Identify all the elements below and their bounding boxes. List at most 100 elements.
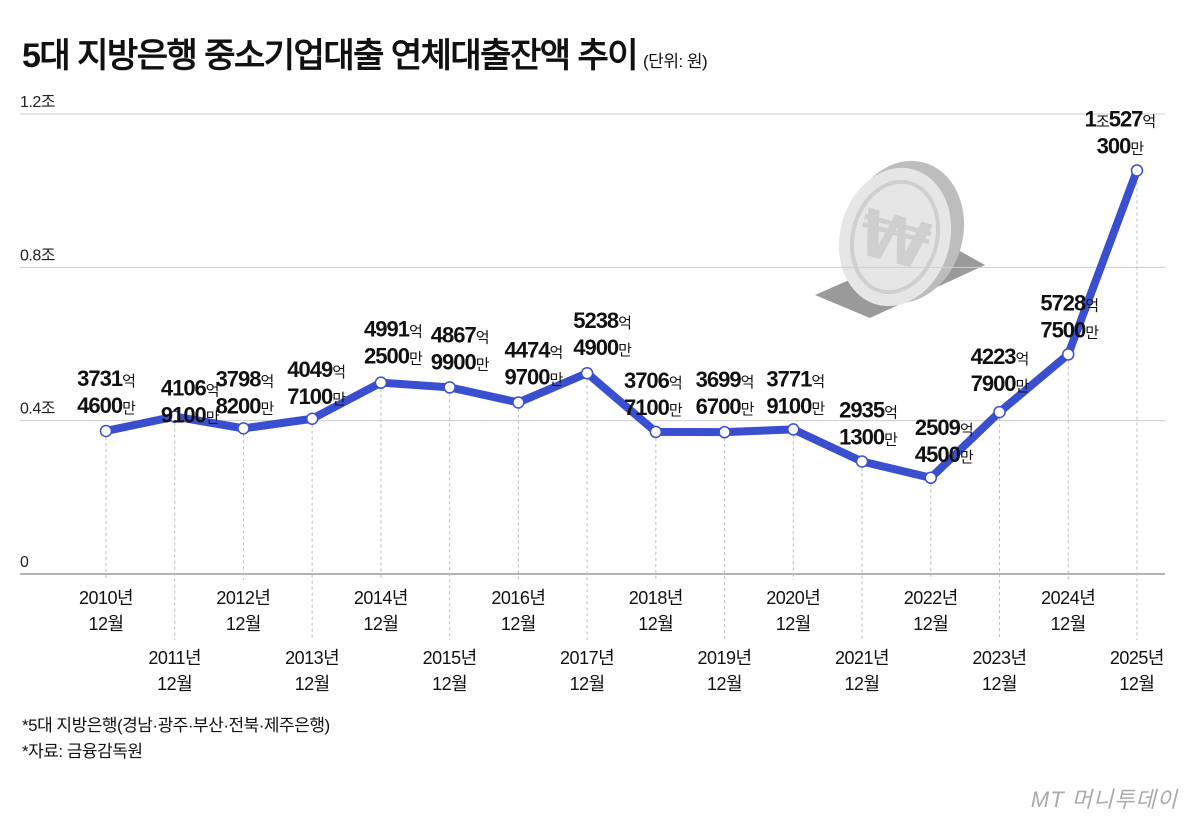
x-tick-label: 2025년	[1110, 648, 1164, 668]
data-point	[1130, 164, 1144, 177]
chart-title: 5대 지방은행 중소기업대출 연체대출잔액 추이 (단위: 원)	[22, 28, 708, 77]
data-label-number: 2509	[915, 415, 961, 440]
data-label: 4991억	[364, 317, 422, 342]
data-label-number: 9700	[504, 364, 550, 389]
data-label: 2500만	[364, 344, 423, 369]
data-label-number: 3771	[766, 366, 812, 391]
series-line	[102, 166, 1141, 482]
data-label-unit: 억	[884, 404, 897, 421]
data-label: 300만	[1097, 133, 1145, 158]
x-tick-label: 12월	[1051, 614, 1086, 634]
data-label-unit: 억	[741, 374, 754, 391]
data-label-unit: 억	[206, 383, 219, 400]
data-label: 7100만	[624, 395, 683, 420]
data-label: 3699억	[696, 367, 754, 392]
data-label-number: 9900	[431, 349, 477, 374]
data-label-unit: 억	[811, 373, 824, 390]
data-label-number: 3706	[624, 368, 670, 393]
data-label-number: 3699	[696, 367, 742, 392]
data-label: 4600만	[77, 393, 136, 418]
data-label: 3798억	[216, 366, 274, 391]
data-label-unit: 만	[1085, 324, 1099, 341]
x-tick-label: 12월	[88, 614, 123, 634]
data-label-unit: 만	[669, 402, 683, 419]
x-tick-label: 2018년	[629, 588, 683, 608]
x-tick-label: 12월	[844, 674, 879, 694]
data-label: 9100만	[766, 393, 825, 418]
y-tick-label: 0.4조	[20, 401, 55, 418]
x-tick-label: 12월	[432, 674, 467, 694]
data-label-number: 3798	[216, 366, 262, 391]
data-label-unit: 억	[669, 375, 682, 392]
data-point	[924, 471, 938, 485]
data-label-unit: 만	[741, 401, 755, 418]
data-label-unit: 만	[206, 410, 220, 427]
data-point	[237, 422, 250, 435]
data-point	[374, 376, 388, 389]
data-point	[787, 423, 800, 436]
footnote-banks: *5대 지방은행(경남·광주·부산·전북·제주은행)	[22, 716, 330, 735]
data-label: 4474억	[504, 337, 562, 362]
data-label-number: 4500	[915, 442, 961, 467]
data-label-number: 4600	[77, 393, 123, 418]
data-label: 7500만	[1040, 317, 1099, 342]
x-tick-label: 2024년	[1041, 588, 1095, 608]
data-label-number: 7100	[624, 395, 670, 420]
x-tick-label: 2011년	[148, 648, 201, 668]
data-label-unit: 만	[1016, 378, 1030, 395]
title-text: 5대 지방은행 중소기업대출 연체대출잔액 추이	[22, 37, 639, 75]
data-point	[855, 455, 869, 468]
x-tick-label: 2013년	[285, 648, 339, 668]
data-label-number: 6700	[696, 394, 742, 419]
data-label-number: 7900	[971, 371, 1017, 396]
data-label-number: 4223	[971, 344, 1017, 369]
data-label: 4223억	[971, 344, 1029, 369]
data-label: 4106억	[161, 376, 219, 401]
data-label-number: 3731	[77, 366, 123, 391]
data-label: 9700만	[504, 364, 563, 389]
x-tick-label: 2012년	[216, 588, 270, 608]
x-tick-label: 12월	[913, 614, 948, 634]
data-point	[168, 410, 181, 423]
data-label-unit: 만	[549, 371, 563, 388]
data-label: 4900만	[573, 335, 632, 360]
data-label-unit: 억	[960, 422, 973, 439]
data-label: 7900만	[971, 371, 1030, 396]
x-tick-label: 12월	[638, 614, 673, 634]
data-label-unit: 억	[261, 373, 274, 390]
x-tick-label: 2021년	[835, 648, 889, 668]
data-label-number: 4900	[573, 335, 619, 360]
x-tick-label: 2023년	[972, 648, 1026, 668]
data-label-unit: 억	[409, 324, 422, 341]
data-label-number: 4867	[431, 322, 477, 347]
data-point	[99, 424, 113, 438]
data-label-unit: 만	[884, 431, 898, 448]
data-label-unit: 만	[476, 356, 490, 373]
data-label-unit: 만	[1130, 140, 1144, 157]
data-label-unit: 억	[618, 315, 631, 332]
data-label: 9900만	[431, 349, 490, 374]
data-label: 2509억	[915, 415, 973, 440]
data-label: 8200만	[216, 393, 275, 418]
data-label-unit: 억	[549, 344, 562, 361]
data-label-unit: 만	[409, 351, 423, 368]
publisher-logo: MT 머니투데이	[1030, 787, 1178, 812]
data-label-number: 5238	[573, 308, 619, 333]
x-tick-label: 12월	[1119, 674, 1154, 694]
data-label: 1조527억	[1085, 106, 1156, 131]
y-tick-label: 0	[20, 554, 29, 571]
data-label-number: 4106	[161, 376, 207, 401]
y-tick-label: 0.8조	[20, 247, 55, 264]
data-label: 7100만	[287, 384, 346, 409]
data-label-number: 4049	[287, 357, 333, 382]
data-label-number: 4991	[364, 317, 410, 342]
data-label-number: 300	[1097, 133, 1131, 158]
data-label: 5238억	[573, 308, 631, 333]
data-label-unit: 만	[618, 342, 632, 359]
x-tick-label: 12월	[363, 614, 398, 634]
data-label-unit: 억	[332, 364, 345, 381]
data-point	[649, 425, 663, 439]
x-tick-label: 2019년	[698, 648, 752, 668]
data-label-number: 7100	[287, 384, 333, 409]
